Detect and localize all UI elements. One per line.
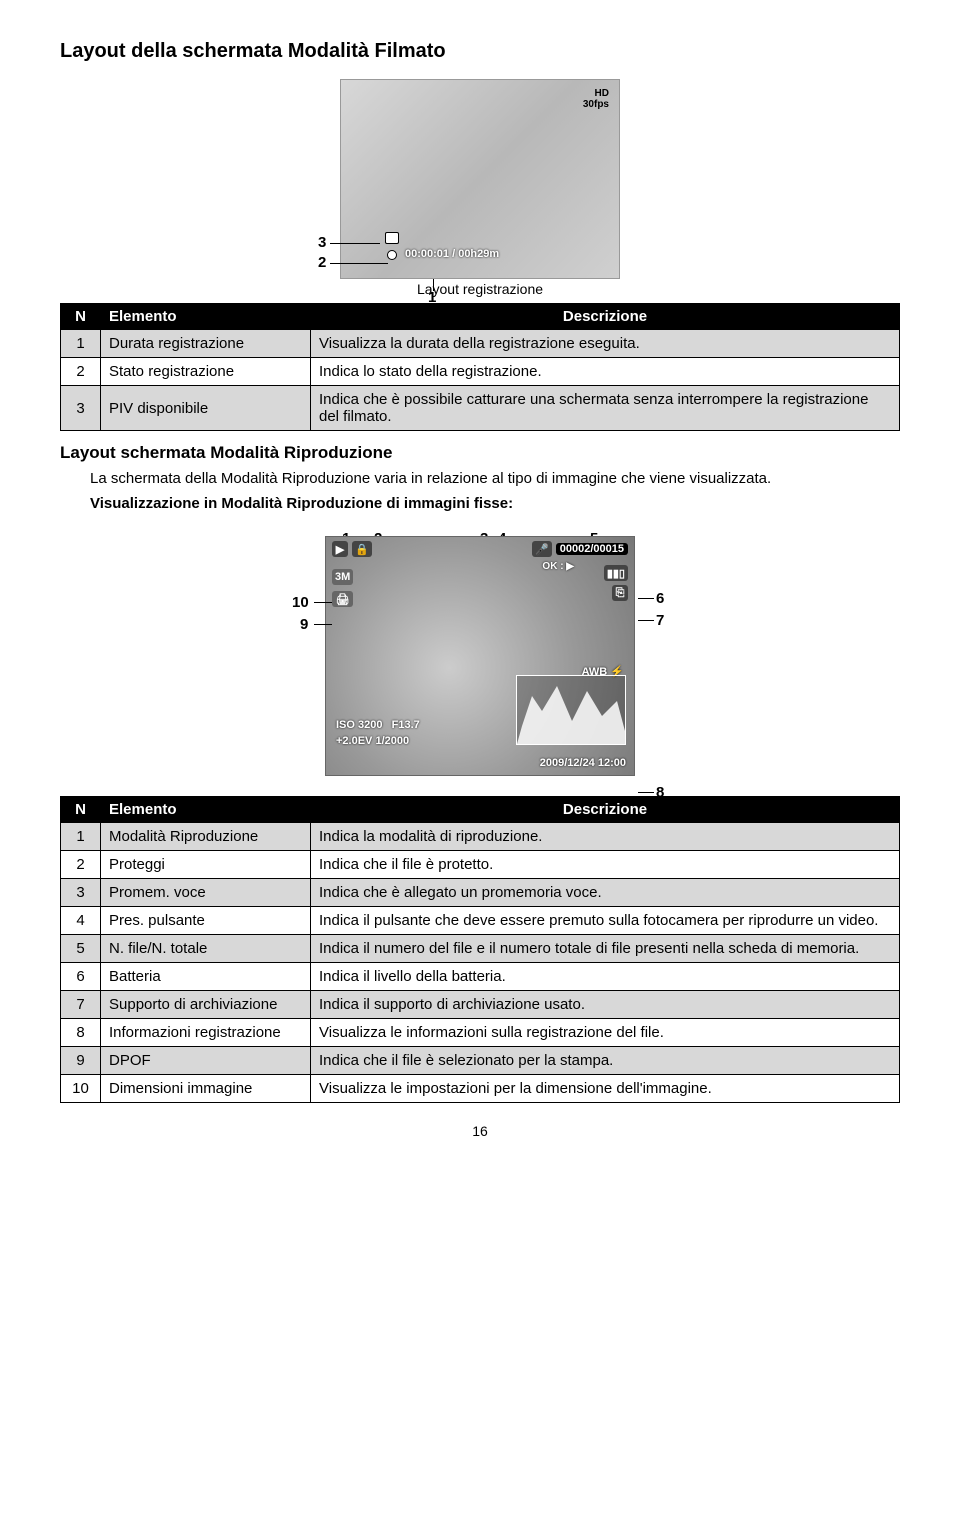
fig2-callout-6: 6 bbox=[656, 590, 664, 607]
table-cell: Modalità Riproduzione bbox=[101, 823, 311, 851]
fig1-rec-icon bbox=[387, 250, 397, 260]
table-cell: 1 bbox=[61, 330, 101, 358]
lock-icon: 🔒 bbox=[352, 541, 372, 557]
table-cell: Indica che il file è protetto. bbox=[311, 851, 900, 879]
table-cell: 2 bbox=[61, 851, 101, 879]
table-row: 2ProteggiIndica che il file è protetto. bbox=[61, 851, 900, 879]
table-cell: Promem. voce bbox=[101, 879, 311, 907]
fig2-callout-10: 10 bbox=[292, 594, 309, 611]
figure-1-caption: Layout registrazione bbox=[60, 281, 900, 297]
table-1: N Elemento Descrizione 1 Durata registra… bbox=[60, 303, 900, 431]
table-row: 3 PIV disponibile Indica che è possibile… bbox=[61, 386, 900, 431]
fig1-hd: HD bbox=[595, 88, 609, 99]
table-cell: Proteggi bbox=[101, 851, 311, 879]
section-title-1: Layout della schermata Modalità Filmato bbox=[60, 40, 900, 63]
table-cell: Indica che è allegato un promemoria voce… bbox=[311, 879, 900, 907]
table-cell: DPOF bbox=[101, 1047, 311, 1075]
ev-label: +2.0EV 1/2000 bbox=[336, 735, 409, 747]
table-2: N Elemento Descrizione 1Modalità Riprodu… bbox=[60, 796, 900, 1103]
section-title-2: Layout schermata Modalità Riproduzione bbox=[60, 443, 900, 463]
figure-1: HD30fps 00:00:01 / 00h29m 3 2 1 bbox=[300, 79, 660, 279]
table-cell: 7 bbox=[61, 991, 101, 1019]
table-row: 1Modalità RiproduzioneIndica la modalità… bbox=[61, 823, 900, 851]
figure-2: 1 2 3 4 5 ▶ 🔒 🎤 00002/00015 OK : ▶ 3M 🖨 … bbox=[270, 536, 690, 776]
table-cell: Indica che è possibile catturare una sch… bbox=[311, 386, 900, 431]
histogram bbox=[516, 675, 626, 745]
fig1-fps: 30fps bbox=[583, 99, 609, 110]
table-2-header-n: N bbox=[61, 797, 101, 823]
table-1-header-n: N bbox=[61, 304, 101, 330]
table-row: 7Supporto di archiviazioneIndica il supp… bbox=[61, 991, 900, 1019]
table-cell: 3 bbox=[61, 879, 101, 907]
table-cell: 9 bbox=[61, 1047, 101, 1075]
table-cell: Indica il supporto di archiviazione usat… bbox=[311, 991, 900, 1019]
table-cell: Visualizza le informazioni sulla registr… bbox=[311, 1019, 900, 1047]
table-row: 1 Durata registrazione Visualizza la dur… bbox=[61, 330, 900, 358]
fig1-camera-icon bbox=[385, 232, 399, 244]
storage-icon: ⎘ bbox=[612, 585, 628, 601]
table-cell: Supporto di archiviazione bbox=[101, 991, 311, 1019]
table-cell: Visualizza la durata della registrazione… bbox=[311, 330, 900, 358]
table-cell: Indica il livello della batteria. bbox=[311, 963, 900, 991]
table-cell: Visualizza le impostazioni per la dimens… bbox=[311, 1075, 900, 1103]
table-cell: Batteria bbox=[101, 963, 311, 991]
table-cell: PIV disponibile bbox=[101, 386, 311, 431]
table-cell: 4 bbox=[61, 907, 101, 935]
file-counter: 00002/00015 bbox=[556, 543, 628, 555]
table-row: 10Dimensioni immagineVisualizza le impos… bbox=[61, 1075, 900, 1103]
body-paragraph-2: Visualizzazione in Modalità Riproduzione… bbox=[90, 495, 900, 512]
iso-label: ISO 3200 bbox=[336, 719, 382, 731]
table-cell: 10 bbox=[61, 1075, 101, 1103]
table-cell: 8 bbox=[61, 1019, 101, 1047]
fstop-label: F13.7 bbox=[392, 719, 420, 731]
mic-icon: 🎤 bbox=[532, 541, 552, 557]
table-cell: 3 bbox=[61, 386, 101, 431]
battery-icon: ▮▮▯ bbox=[604, 565, 628, 581]
table-cell: Indica il pulsante che deve essere premu… bbox=[311, 907, 900, 935]
table-cell: Informazioni registrazione bbox=[101, 1019, 311, 1047]
table-cell: N. file/N. totale bbox=[101, 935, 311, 963]
table-row: 3Promem. voceIndica che è allegato un pr… bbox=[61, 879, 900, 907]
dpof-icon: 🖨 bbox=[332, 591, 353, 607]
table-cell: 5 bbox=[61, 935, 101, 963]
table-cell: Indica che il file è selezionato per la … bbox=[311, 1047, 900, 1075]
table-row: 6BatteriaIndica il livello della batteri… bbox=[61, 963, 900, 991]
table-cell: Indica il numero del file e il numero to… bbox=[311, 935, 900, 963]
table-2-header-desc: Descrizione bbox=[311, 797, 900, 823]
table-cell: 1 bbox=[61, 823, 101, 851]
table-cell: Durata registrazione bbox=[101, 330, 311, 358]
body-paragraph-1: La schermata della Modalità Riproduzione… bbox=[90, 469, 900, 489]
table-1-header-desc: Descrizione bbox=[311, 304, 900, 330]
page-number: 16 bbox=[60, 1123, 900, 1139]
fig1-callout-1: 1 bbox=[428, 289, 436, 306]
table-row: 4Pres. pulsanteIndica il pulsante che de… bbox=[61, 907, 900, 935]
table-cell: 6 bbox=[61, 963, 101, 991]
fig1-timer: 00:00:01 / 00h29m bbox=[405, 248, 499, 260]
table-row: 2 Stato registrazione Indica lo stato de… bbox=[61, 358, 900, 386]
table-cell: Pres. pulsante bbox=[101, 907, 311, 935]
table-2-header-el: Elemento bbox=[101, 797, 311, 823]
table-row: 9DPOFIndica che il file è selezionato pe… bbox=[61, 1047, 900, 1075]
fig2-callout-9: 9 bbox=[300, 616, 308, 633]
date-label: 2009/12/24 12:00 bbox=[540, 757, 626, 769]
fig2-callout-8: 8 bbox=[656, 784, 664, 801]
fig1-callout-2: 2 bbox=[318, 254, 326, 271]
table-row: 5N. file/N. totaleIndica il numero del f… bbox=[61, 935, 900, 963]
fig1-callout-3: 3 bbox=[318, 234, 326, 251]
table-cell: Dimensioni immagine bbox=[101, 1075, 311, 1103]
lcd-screen: ▶ 🔒 🎤 00002/00015 OK : ▶ 3M 🖨 ▮▮▯ ⎘ AWB … bbox=[325, 536, 635, 776]
play-mode-icon: ▶ bbox=[332, 541, 348, 557]
fig2-callout-7: 7 bbox=[656, 612, 664, 629]
table-cell: Indica lo stato della registrazione. bbox=[311, 358, 900, 386]
size-icon: 3M bbox=[332, 569, 353, 585]
table-cell: 2 bbox=[61, 358, 101, 386]
table-cell: Indica la modalità di riproduzione. bbox=[311, 823, 900, 851]
table-cell: Stato registrazione bbox=[101, 358, 311, 386]
ok-hint: OK : ▶ bbox=[542, 561, 574, 572]
table-row: 8Informazioni registrazioneVisualizza le… bbox=[61, 1019, 900, 1047]
table-1-header-el: Elemento bbox=[101, 304, 311, 330]
